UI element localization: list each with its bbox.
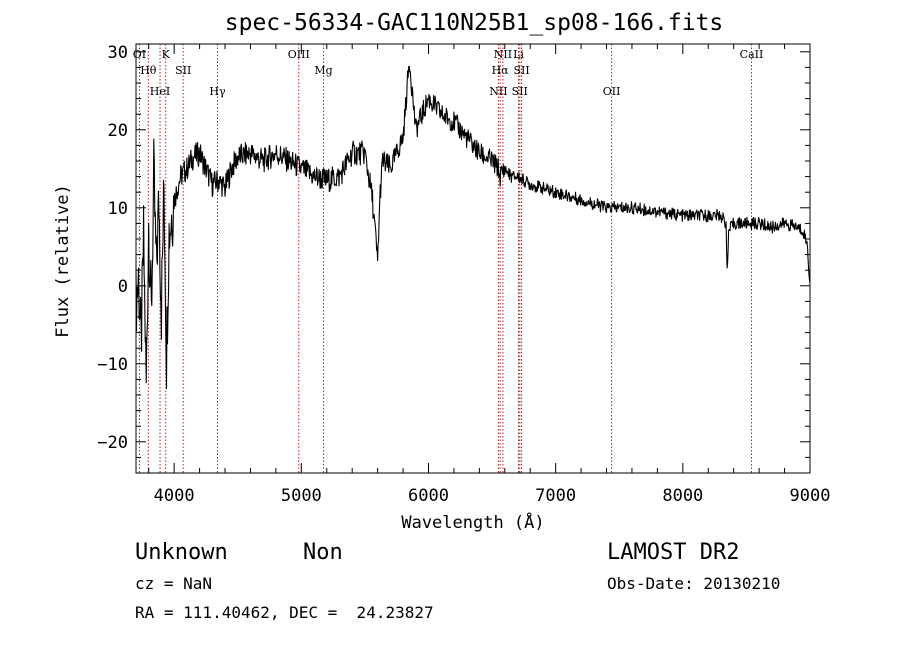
plot-frame — [135, 43, 811, 474]
object-class: Non — [303, 540, 343, 565]
obs-date: Obs-Date: 20130210 — [607, 574, 781, 593]
y-tick-label: 20 — [108, 121, 128, 141]
spectral-line-label: Hγ — [209, 85, 226, 98]
spectral-line-label: OII — [603, 85, 621, 98]
spectral-line-label: HeI — [150, 85, 170, 98]
spectral-line-markers — [138, 44, 753, 473]
y-tick-label: 30 — [108, 43, 128, 63]
y-tick-labels: −20 −10 0 10 20 30 — [97, 43, 128, 453]
spectral-line-label: OIII — [288, 48, 310, 61]
spectral-line-label: CaII — [740, 48, 764, 61]
spectral-line-label: SII — [513, 64, 529, 77]
x-tick-label: 6000 — [408, 486, 449, 506]
spectral-line-label: NII — [494, 48, 512, 61]
y-tick-label: 10 — [108, 199, 128, 219]
flux-series-line — [135, 65, 811, 390]
x-tick-label: 9000 — [790, 486, 831, 506]
survey-label: LAMOST DR2 — [607, 540, 740, 565]
spectral-line-label: OI — [133, 48, 146, 61]
spectral-line-label: SII — [175, 64, 191, 77]
x-tick-label: 8000 — [662, 486, 703, 506]
spectral-line-label: Hθ — [140, 64, 157, 77]
y-tick-label: −10 — [97, 355, 128, 375]
spectral-line-label: SII — [512, 85, 528, 98]
spectral-line-label: Hα — [492, 64, 510, 77]
x-tick-label: 7000 — [535, 486, 576, 506]
spectral-line-label: K — [162, 48, 171, 61]
x-tick-label: 5000 — [281, 486, 322, 506]
spectral-line-label: NII — [489, 85, 507, 98]
x-tick-label: 4000 — [154, 486, 195, 506]
cz-value: cz = NaN — [135, 574, 213, 593]
axis-ticks — [136, 44, 811, 474]
spectral-line-labels: OIHθHeIKSIIHγOIIIMgNIINIIHαSIILiSIIOIICa… — [133, 48, 764, 98]
spectral-line-label: Li — [513, 48, 524, 61]
x-axis-label: Wavelength (Å) — [401, 511, 544, 533]
object-name: Unknown — [135, 540, 228, 565]
spectral-line-label: Mg — [314, 64, 332, 77]
chart-title: spec-56334-GAC110N25B1_sp08-166.fits — [225, 10, 724, 36]
y-tick-label: −20 — [97, 433, 128, 453]
y-axis-label: Flux (relative) — [53, 184, 73, 338]
coordinates: RA = 111.40462, DEC = 24.23827 — [135, 603, 434, 622]
y-tick-label: 0 — [118, 277, 128, 297]
x-tick-labels: 4000 5000 6000 7000 8000 9000 — [154, 486, 831, 506]
